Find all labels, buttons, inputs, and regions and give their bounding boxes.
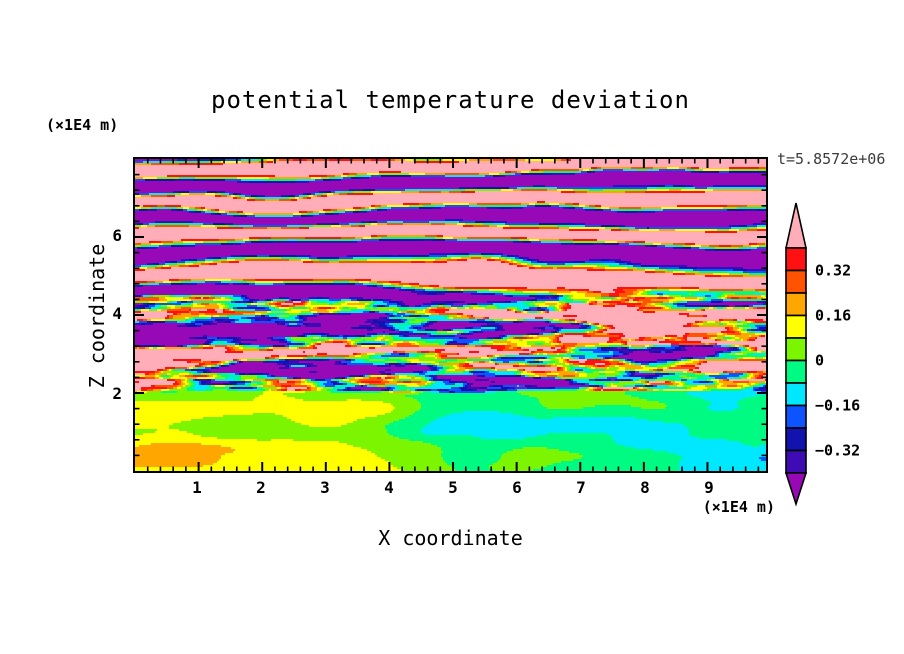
x-tick-label: 3 (320, 478, 330, 497)
svg-text:0: 0 (815, 352, 824, 370)
x-tick-label: 6 (512, 478, 522, 497)
y-axis-unit-label: (×1E4 m) (46, 116, 119, 134)
x-tick-label: 2 (256, 478, 266, 497)
x-axis-unit-label: (×1E4 m) (702, 498, 775, 516)
colorbar: 0.32 0.16 0 −0.16 −0.32 (784, 202, 860, 507)
x-tick-label: 8 (640, 478, 650, 497)
svg-text:0.32: 0.32 (815, 262, 851, 280)
chart-title: potential temperature deviation (211, 86, 690, 114)
x-tick-label: 5 (448, 478, 458, 497)
timestamp-label: t=5.8572e+06 (777, 150, 886, 168)
plot-area (133, 157, 768, 473)
heatmap-canvas (135, 159, 766, 471)
y-tick-label: 4 (112, 304, 122, 323)
x-tick-label: 7 (576, 478, 586, 497)
y-tick-label: 6 (112, 226, 122, 245)
axis-ticks (135, 159, 766, 471)
x-axis-title: X coordinate (378, 526, 523, 550)
svg-text:0.16: 0.16 (815, 307, 851, 325)
svg-text:−0.32: −0.32 (815, 442, 860, 460)
y-tick-label: 2 (112, 384, 122, 403)
x-tick-label: 1 (192, 478, 202, 497)
x-tick-label: 9 (704, 478, 714, 497)
svg-text:−0.16: −0.16 (815, 397, 860, 415)
x-tick-label: 4 (384, 478, 394, 497)
